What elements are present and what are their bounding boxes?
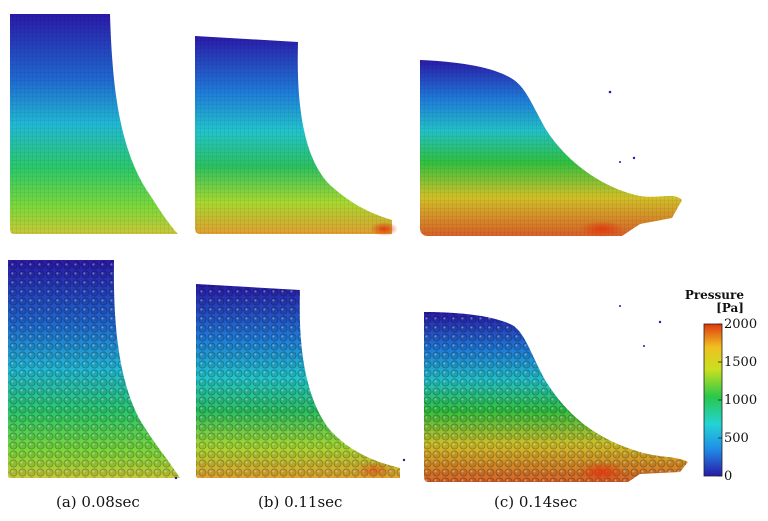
caption-a: (a) 0.08sec <box>56 493 140 511</box>
mesh-panel-c <box>420 60 682 237</box>
colorbar-tick-500: 500 <box>724 431 749 446</box>
colorbar-tick-1000: 1000 <box>724 393 758 408</box>
particle-panel-c <box>424 305 688 482</box>
colorbar-title: Pressure [Pa] <box>684 289 744 315</box>
mesh-panel-b <box>195 36 398 236</box>
colorbar-tick-2000: 2000 <box>724 317 758 332</box>
colorbar-tick-0: 0 <box>724 469 733 484</box>
mesh-panel-a <box>10 14 178 234</box>
particle-panel-a <box>8 260 180 480</box>
colorbar-ticks <box>718 323 722 477</box>
particle-panel-b <box>196 284 406 478</box>
colorbar-unit-label: [Pa] <box>716 301 744 315</box>
caption-b: (b) 0.11sec <box>258 493 343 511</box>
caption-c: (c) 0.14sec <box>494 493 578 511</box>
colorbar-tick-1500: 1500 <box>724 355 758 370</box>
colorbar-title-label: Pressure <box>684 288 744 302</box>
